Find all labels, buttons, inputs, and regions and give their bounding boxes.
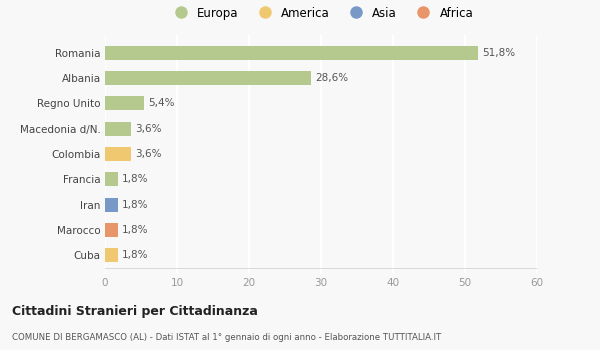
Text: 51,8%: 51,8% <box>482 48 515 58</box>
Bar <box>105 97 144 110</box>
Text: 3,6%: 3,6% <box>135 149 162 159</box>
Text: 1,8%: 1,8% <box>122 199 149 210</box>
Text: 1,8%: 1,8% <box>122 225 149 235</box>
Bar <box>105 46 478 60</box>
Text: 1,8%: 1,8% <box>122 250 149 260</box>
Bar <box>105 248 118 262</box>
Text: Cittadini Stranieri per Cittadinanza: Cittadini Stranieri per Cittadinanza <box>12 304 258 317</box>
Text: 28,6%: 28,6% <box>315 73 349 83</box>
Bar <box>105 172 118 186</box>
Text: 1,8%: 1,8% <box>122 174 149 184</box>
Bar <box>105 122 131 136</box>
Bar <box>105 223 118 237</box>
Bar <box>105 147 131 161</box>
Bar <box>105 71 311 85</box>
Text: COMUNE DI BERGAMASCO (AL) - Dati ISTAT al 1° gennaio di ogni anno - Elaborazione: COMUNE DI BERGAMASCO (AL) - Dati ISTAT a… <box>12 332 441 342</box>
Text: 5,4%: 5,4% <box>148 98 175 108</box>
Legend: Europa, America, Asia, Africa: Europa, America, Asia, Africa <box>164 2 478 24</box>
Text: 3,6%: 3,6% <box>135 124 162 134</box>
Bar <box>105 198 118 211</box>
